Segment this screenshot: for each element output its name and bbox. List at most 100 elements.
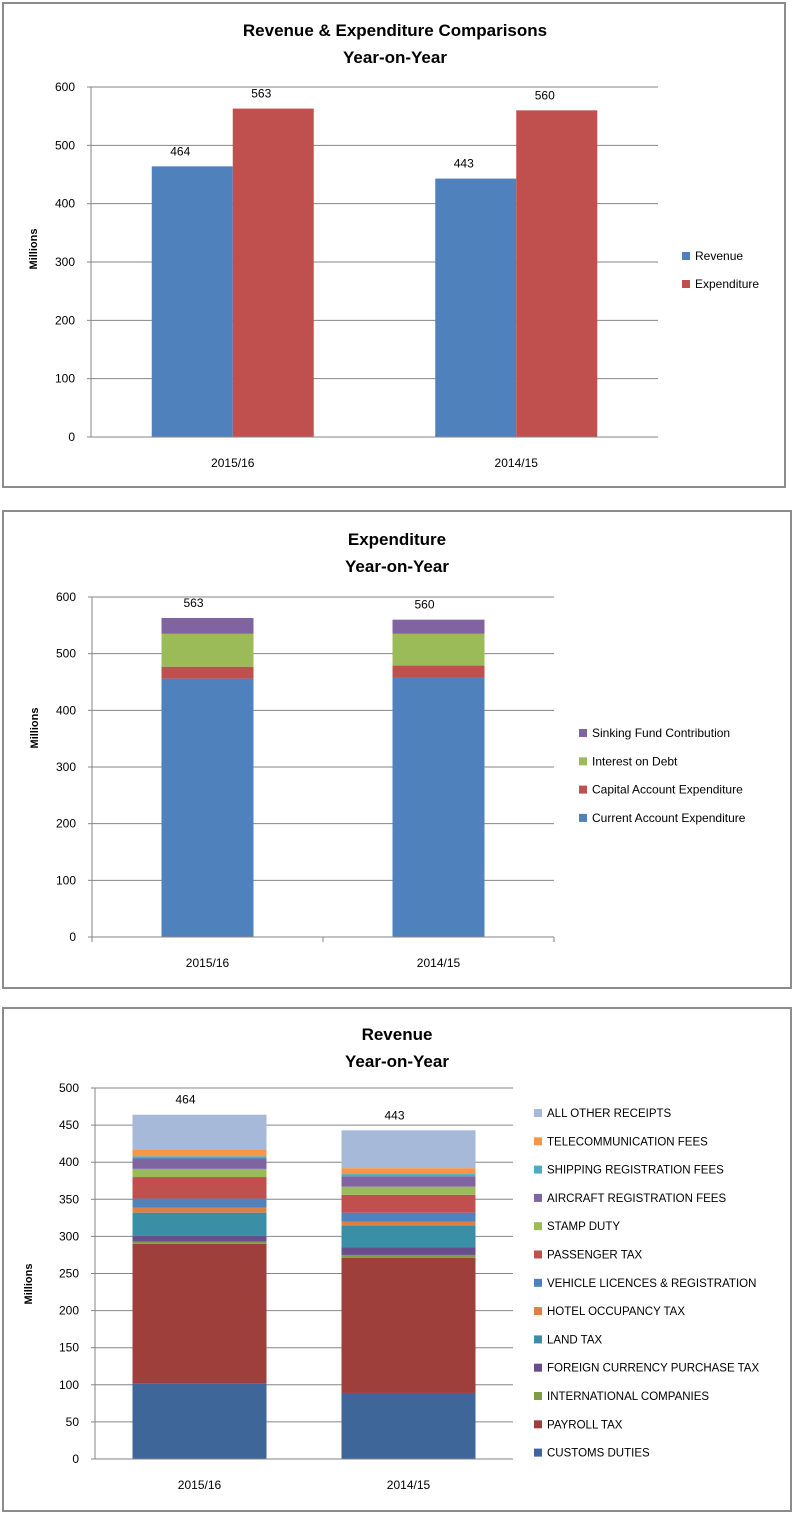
legend-item-label: LAND TAX (547, 1334, 603, 1346)
legend-swatch (534, 1193, 542, 1202)
chart-title: Revenue & Expenditure Comparisons (243, 21, 547, 40)
legend-item-label: HOTEL OCCUPANCY TAX (547, 1306, 685, 1318)
total-data-label: 464 (175, 1093, 195, 1107)
y-axis-label: Millions (29, 708, 41, 749)
legend-swatch (534, 1448, 542, 1457)
bar-segment-customs-duties-2015-16 (132, 1383, 267, 1459)
bar-segment-vehicle-licences-registration-2015-16 (132, 1198, 267, 1208)
legend-swatch (579, 785, 587, 794)
legend-swatch (534, 1137, 542, 1146)
revenue-panel: Revenue Year-on-Year Millions 0 50 100 150 2… (2, 1007, 792, 1512)
legend-swatch (579, 757, 587, 766)
y-tick-label: 100 (59, 1378, 79, 1392)
legend-swatch (534, 1165, 542, 1174)
y-tick-label: 100 (56, 873, 76, 887)
legend-item-label: Revenue (695, 249, 743, 263)
y-tick-label: 0 (69, 930, 76, 944)
legend-item-label: Current Account Expenditure (592, 811, 746, 825)
legend-swatch (534, 1392, 542, 1400)
y-tick-label: 0 (72, 1452, 79, 1466)
bar-segment-interest-on-debt-2014-15 (392, 633, 485, 666)
legend-item-label: Interest on Debt (592, 754, 678, 768)
legend-item-label: SHIPPING REGISTRATION FEES (547, 1165, 724, 1177)
bar-segment-foreign-currency-purchase-tax-2015-16 (132, 1235, 267, 1242)
x-tick-label: 2015/16 (211, 456, 255, 470)
y-tick-label: 200 (56, 817, 76, 831)
y-tick-label: 0 (68, 430, 75, 444)
y-tick-label: 400 (56, 703, 76, 717)
data-label: 443 (454, 157, 474, 171)
bar-segment-aircraft-registration-fees-2014-15 (341, 1176, 476, 1187)
y-tick-label: 200 (55, 313, 75, 327)
legend-item-label: ALL OTHER RECEIPTS (547, 1108, 672, 1120)
chart-subtitle: Year-on-Year (343, 48, 447, 67)
total-data-label: 560 (414, 598, 434, 612)
legend-swatch (682, 280, 690, 288)
y-tick-label: 600 (56, 590, 76, 604)
bar-segment-interest-on-debt-2015-16 (161, 633, 254, 667)
expenditure-chart: Expenditure Year-on-Year Millions 0 100 20… (29, 530, 746, 970)
y-tick-label: 400 (59, 1155, 79, 1169)
legend-item-label: FOREIGN CURRENCY PURCHASE TAX (547, 1363, 759, 1375)
legend-item-label: PAYROLL TAX (547, 1419, 623, 1431)
x-tick-label: 2015/16 (186, 956, 230, 970)
legend-swatch (579, 813, 587, 822)
data-label: 560 (535, 88, 555, 102)
y-tick-label: 300 (56, 760, 76, 774)
bar-segment-shipping-registration-fees-2015-16 (132, 1156, 267, 1159)
bar-segment-international-companies-2014-15 (341, 1254, 476, 1258)
y-axis-label: Millions (28, 229, 40, 270)
bar-segment-payroll-tax-2015-16 (132, 1243, 267, 1384)
legend-swatch (534, 1335, 542, 1344)
y-tick-label: 600 (55, 80, 75, 94)
bar-segment-sinking-fund-contribution-2014-15 (392, 619, 485, 634)
legend-swatch (534, 1363, 542, 1372)
data-label: 464 (170, 144, 190, 158)
bar-segment-current-account-expenditure-2014-15 (392, 677, 485, 937)
bar-segment-all-other-receipts-2015-16 (132, 1114, 267, 1150)
legend-item-label: TELECOMMUNICATION FEES (547, 1136, 708, 1148)
revenue-expenditure-chart: Revenue & Expenditure Comparisons Year-o… (28, 21, 759, 470)
total-data-label: 443 (384, 1108, 404, 1122)
legend-swatch (682, 252, 690, 260)
bar-segment-capital-account-expenditure-2014-15 (392, 665, 485, 678)
x-tick-label: 2014/15 (387, 1478, 431, 1492)
x-tick-label: 2015/16 (178, 1478, 222, 1492)
total-data-label: 563 (183, 596, 203, 610)
legend-item-label: PASSENGER TAX (547, 1250, 643, 1262)
y-tick-label: 300 (55, 255, 75, 269)
chart-title: Revenue (362, 1025, 433, 1044)
legend-swatch (534, 1222, 542, 1231)
bar-segment-land-tax-2015-16 (132, 1212, 267, 1236)
y-tick-label: 100 (55, 372, 75, 386)
y-tick-label: 500 (59, 1081, 79, 1095)
legend-item-label: INTERNATIONAL COMPANIES (547, 1391, 709, 1403)
chart-title: Expenditure (348, 530, 446, 549)
expenditure-panel: Expenditure Year-on-Year Millions 0 100 20… (2, 510, 792, 989)
legend-item-label: VEHICLE LICENCES & REGISTRATION (547, 1278, 756, 1290)
bar-revenue-2015-16 (151, 166, 233, 438)
y-tick-label: 400 (55, 197, 75, 211)
legend-item-label: Expenditure (695, 277, 759, 291)
bar-segment-telecommunication-fees-2015-16 (132, 1149, 267, 1157)
y-tick-label: 500 (55, 138, 75, 152)
y-axis-label: Millions (23, 1264, 35, 1305)
legend-swatch (534, 1307, 542, 1316)
y-tick-label: 250 (59, 1267, 79, 1281)
legend-item-label: STAMP DUTY (547, 1221, 620, 1233)
bar-expenditure-2014-15 (516, 110, 598, 437)
chart-subtitle: Year-on-Year (345, 1052, 449, 1071)
bar-segment-shipping-registration-fees-2014-15 (341, 1174, 476, 1177)
y-tick-label: 150 (59, 1341, 79, 1355)
bar-segment-vehicle-licences-registration-2014-15 (341, 1212, 476, 1222)
legend-item-label: CUSTOMS DUTIES (547, 1448, 650, 1460)
bar-segment-telecommunication-fees-2014-15 (341, 1168, 476, 1175)
legend-item-label: AIRCRAFT REGISTRATION FEES (547, 1193, 726, 1205)
bar-segment-hotel-occupancy-tax-2015-16 (132, 1207, 267, 1213)
legend-swatch (534, 1278, 542, 1287)
y-tick-label: 350 (59, 1192, 79, 1206)
bar-segment-stamp-duty-2015-16 (132, 1168, 267, 1178)
bar-segment-passenger-tax-2014-15 (341, 1194, 476, 1213)
x-tick-label: 2014/15 (417, 956, 461, 970)
legend-swatch (534, 1420, 542, 1429)
